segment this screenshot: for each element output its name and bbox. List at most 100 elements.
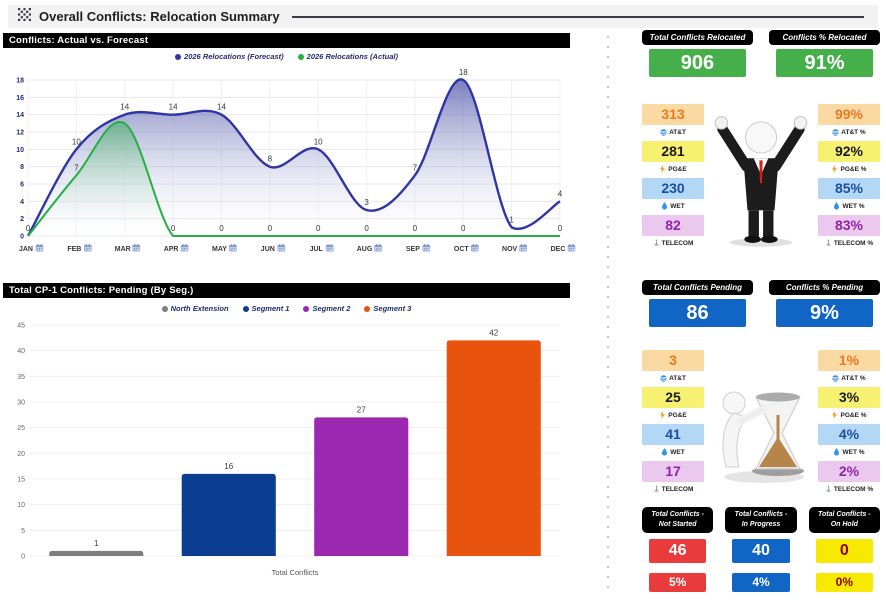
relocated-wet-count-box: 230 (642, 178, 704, 199)
2026-relocations-actual-area (28, 121, 560, 236)
forecast-legend-item-2026-relocations-forecast[interactable]: 2026 Relocations (Forecast) (175, 52, 284, 61)
x-tick-label: SEP (406, 246, 420, 253)
att-icon: AT&T % (816, 372, 882, 384)
relocated-total-label: Total Conflicts Relocated (642, 30, 753, 45)
relocated-pct-card: Conflicts % Relocated 91% (769, 30, 880, 77)
utility-name-label: WET % (842, 202, 865, 210)
relocated-wet-cell: 230 WET (640, 178, 706, 212)
y-tick-label: 12 (16, 130, 24, 137)
status-card-pct: 0% (815, 573, 873, 593)
pending-utilities: 3 AT&T 25 PG&E 41 WET 17 TELECOM 1% AT&T % 3% PG&E… (640, 350, 882, 498)
legend-label: Segment 3 (373, 304, 412, 313)
legend-dot (175, 53, 182, 60)
x-tick-label: NOV (502, 246, 518, 253)
pending-count-column: 3 AT&T 25 PG&E 41 WET 17 TELECOM (640, 350, 706, 498)
calendar-icon[interactable] (229, 244, 237, 252)
data-label: 0 (316, 224, 321, 233)
pending-panel-title: Total CP-1 Conflicts: Pending (By Seg.) (3, 283, 570, 298)
calendar-icon[interactable] (325, 244, 334, 252)
legend-dot (242, 305, 249, 312)
calendar-icon[interactable] (180, 244, 189, 252)
y-tick-label: 30 (17, 400, 25, 407)
utility-name-label: TELECOM % (833, 485, 874, 493)
bar-segment-1[interactable] (181, 473, 276, 556)
bar-north-extension[interactable] (49, 550, 144, 556)
calendar-icon[interactable] (35, 244, 44, 252)
att-icon: AT&T (640, 372, 706, 384)
water-drop-icon: WET (640, 200, 706, 212)
status-card-on-hold: Total Conflicts - On Hold 0 0% (808, 507, 880, 593)
page-title: Overall Conflicts: Relocation Summary (39, 9, 280, 24)
forecast-legend-item-2026-relocations-actual[interactable]: 2026 Relocations (Actual) (297, 52, 398, 61)
x-tick-label: AUG (357, 246, 373, 253)
relocated-utilities: 313 AT&T 281 PG&E 230 WET 82 TELECOM (640, 104, 882, 252)
bar-segment-3[interactable] (446, 340, 541, 556)
bolt-icon: PG&E (640, 409, 706, 421)
calendar-icon[interactable] (519, 244, 527, 252)
bolt-icon: PG&E % (816, 163, 882, 175)
status-card-not-started: Total Conflicts - Not Started 46 5% (642, 507, 714, 593)
calendar-icon[interactable] (422, 244, 431, 252)
pending-total-label: Total Conflicts Pending (642, 280, 753, 295)
legend-label: North Extension (170, 304, 229, 313)
calendar-icon[interactable] (470, 244, 479, 252)
data-label: 0 (364, 224, 369, 233)
legend-label: 2026 Relocations (Actual) (306, 52, 398, 61)
relocated-telecom-cell: 82 TELECOM (640, 215, 706, 249)
data-label: 7 (413, 163, 418, 172)
2026-relocations-actual-line (27, 120, 560, 238)
pending-pg-e-cell: 3% PG&E % (816, 387, 882, 421)
status-card-value: 0 (815, 539, 873, 564)
status-card-pct: 5% (649, 573, 707, 593)
relocated-wet-cell: 85% WET % (816, 178, 882, 212)
utility-name-label: TELECOM (661, 485, 694, 493)
relocated-wet-pct-box: 85% (818, 178, 880, 199)
segment-legend-item-segment-1[interactable]: Segment 1 (242, 304, 289, 313)
pending-bar-chart: 0 5 10 15 20 25 30 35 40 45 1 16 27 42 Total Conflicts (3, 316, 578, 582)
utility-name-label: WET % (842, 448, 865, 456)
pending-pct-card: Conflicts % Pending 9% (769, 280, 880, 327)
data-label: 1 (509, 215, 514, 224)
y-tick-label: 6 (20, 182, 24, 189)
data-label: 10 (314, 137, 323, 146)
y-tick-label: 25 (17, 425, 25, 432)
relocated-telecom-cell: 83% TELECOM % (816, 215, 882, 249)
att-icon: AT&T % (816, 126, 882, 138)
bar-segment-2[interactable] (314, 417, 409, 556)
relocated-pct-column: 99% AT&T % 92% PG&E % 85% WET % 83% TELECOM % (816, 104, 882, 252)
calendar-icon[interactable] (132, 244, 141, 252)
pending-at-t-pct-box: 1% (818, 350, 880, 371)
y-tick-label: 16 (16, 95, 24, 102)
pending-pg-e-pct-box: 3% (818, 387, 880, 408)
calendar-icon[interactable] (277, 244, 286, 252)
water-drop-icon: WET % (816, 200, 882, 212)
legend-dot (297, 53, 304, 60)
y-tick-label: 0 (20, 234, 24, 241)
data-label: 0 (171, 224, 176, 233)
legend-label: 2026 Relocations (Forecast) (184, 52, 284, 61)
segment-legend-item-segment-2[interactable]: Segment 2 (303, 304, 350, 313)
water-drop-icon: WET % (816, 446, 882, 458)
y-tick-label: 40 (17, 348, 25, 355)
pending-at-t-cell: 3 AT&T (640, 350, 706, 384)
legend-label: Segment 2 (312, 304, 351, 313)
forecast-panel-title: Conflicts: Actual vs. Forecast (3, 33, 570, 48)
calendar-icon[interactable] (84, 244, 92, 252)
data-label: 18 (459, 68, 468, 77)
relocated-at-t-pct-box: 99% (818, 104, 880, 125)
segment-legend-item-north-extension[interactable]: North Extension (161, 304, 229, 313)
relocated-pct-value: 91% (775, 49, 874, 77)
relocated-kpi-row: Total Conflicts Relocated 906 Conflicts … (642, 30, 880, 77)
water-drop-icon: WET (640, 446, 706, 458)
y-tick-label: 14 (16, 112, 24, 119)
y-tick-label: 18 (16, 78, 24, 85)
utility-name-label: PG&E (668, 165, 687, 173)
pending-pg-e-cell: 25 PG&E (640, 387, 706, 421)
calendar-icon[interactable] (567, 244, 576, 252)
antenna-icon: TELECOM (640, 483, 706, 495)
y-tick-label: 35 (17, 374, 25, 381)
bar-value-label: 16 (224, 462, 233, 471)
kpi-column: Total Conflicts Relocated 906 Conflicts … (618, 0, 886, 600)
calendar-icon[interactable] (374, 244, 382, 252)
segment-legend-item-segment-3[interactable]: Segment 3 (364, 304, 411, 313)
